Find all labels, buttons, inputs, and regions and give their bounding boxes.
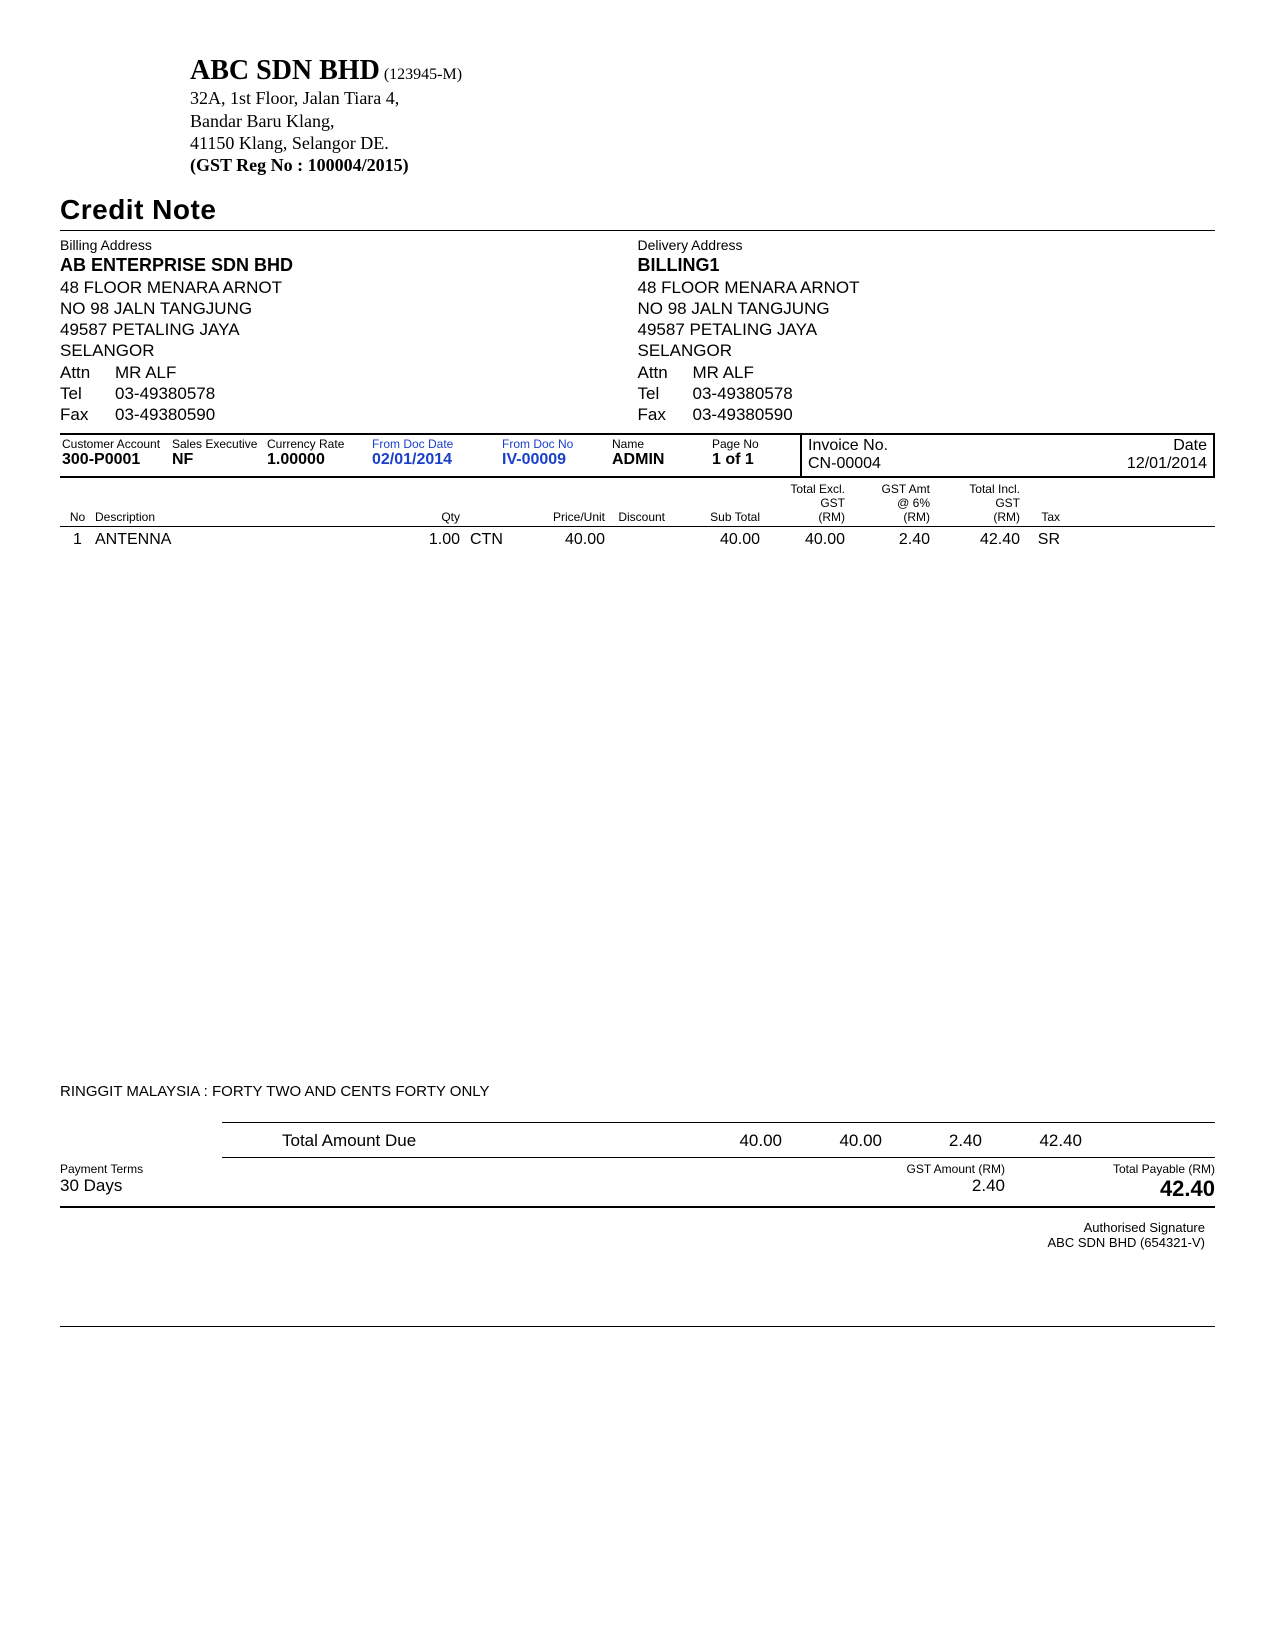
page-label: Page No	[712, 437, 794, 451]
address-section: Billing Address AB ENTERPRISE SDN BHD 48…	[60, 237, 1215, 426]
bottom-divider	[60, 1326, 1215, 1327]
billing-line2: NO 98 JALN TANGJUNG	[60, 298, 638, 319]
date-label: Date	[1127, 437, 1207, 455]
company-address-2: Bandar Baru Klang,	[190, 110, 1215, 133]
item-sub: 40.00	[665, 531, 760, 549]
billing-line1: 48 FLOOR MENARA ARNOT	[60, 277, 638, 298]
billing-tel: 03-49380578	[115, 383, 215, 404]
billing-label: Billing Address	[60, 237, 638, 255]
tel-label: Tel	[60, 383, 115, 404]
hdr-tax: Tax	[1020, 510, 1060, 524]
delivery-name: BILLING1	[638, 254, 1216, 277]
delivery-line2: NO 98 JALN TANGJUNG	[638, 298, 1216, 319]
totals-row: Total Amount Due 40.00 40.00 2.40 42.40	[222, 1122, 1215, 1158]
billing-line3: 49587 PETALING JAYA	[60, 319, 638, 340]
total-sub: 40.00	[522, 1131, 782, 1151]
hdr-desc: Description	[95, 510, 350, 524]
gst-reg-no: (GST Reg No : 100004/2015)	[190, 155, 1215, 176]
company-address-3: 41150 Klang, Selangor DE.	[190, 132, 1215, 155]
item-price: 40.00	[515, 531, 605, 549]
gst-amt-label: GST Amount (RM)	[805, 1162, 1005, 1176]
name: ADMIN	[612, 451, 704, 469]
item-qty: 1.00	[350, 531, 460, 549]
terms: 30 Days	[60, 1176, 805, 1196]
hdr-sub: Sub Total	[665, 510, 760, 524]
attn-label: Attn	[638, 362, 693, 383]
delivery-line4: SELANGOR	[638, 340, 1216, 361]
from-date: 02/01/2014	[372, 451, 494, 469]
sales-exec: NF	[172, 451, 259, 469]
fax-label: Fax	[60, 404, 115, 425]
company-address-1: 32A, 1st Floor, Jalan Tiara 4,	[190, 87, 1215, 110]
cust-acc-label: Customer Account	[62, 437, 164, 451]
item-gst: 2.40	[845, 531, 930, 549]
item-disc	[605, 531, 665, 549]
delivery-tel: 03-49380578	[693, 383, 793, 404]
inv-date: 12/01/2014	[1127, 455, 1207, 473]
delivery-line3: 49587 PETALING JAYA	[638, 319, 1216, 340]
billing-address: Billing Address AB ENTERPRISE SDN BHD 48…	[60, 237, 638, 426]
invoice-box: Invoice No. CN-00004 Date 12/01/2014	[800, 435, 1215, 476]
curr-rate-label: Currency Rate	[267, 437, 364, 451]
company-reg: (123945-M)	[384, 66, 462, 83]
total-gst: 2.40	[882, 1131, 982, 1151]
company-header: ABC SDN BHD (123945-M) 32A, 1st Floor, J…	[190, 55, 1215, 176]
from-no: IV-00009	[502, 451, 604, 469]
hdr-no: No	[60, 510, 95, 524]
name-label: Name	[612, 437, 704, 451]
billing-name: AB ENTERPRISE SDN BHD	[60, 254, 638, 277]
hdr-disc: Discount	[605, 510, 665, 524]
divider	[60, 230, 1215, 231]
terms-label: Payment Terms	[60, 1162, 805, 1176]
meta-bar: Customer Account 300-P0001 Sales Executi…	[60, 433, 1215, 478]
delivery-label: Delivery Address	[638, 237, 1216, 255]
billing-line4: SELANGOR	[60, 340, 638, 361]
payable-label: Total Payable (RM)	[1005, 1162, 1215, 1176]
amount-in-words: RINGGIT MALAYSIA : FORTY TWO AND CENTS F…	[60, 1083, 1215, 1100]
total-incl: 42.40	[982, 1131, 1082, 1151]
total-excl: 40.00	[782, 1131, 882, 1151]
items-header: No Description Qty Price/Unit Discount S…	[60, 478, 1215, 527]
item-desc: ANTENNA	[95, 531, 350, 549]
hdr-gst: GST Amt @ 6% (RM)	[845, 482, 930, 524]
company-name: ABC SDN BHD	[190, 55, 380, 86]
delivery-attn: MR ALF	[693, 362, 754, 383]
tel-label: Tel	[638, 383, 693, 404]
item-no: 1	[60, 531, 95, 549]
signature-block: Authorised Signature ABC SDN BHD (654321…	[60, 1220, 1215, 1250]
inv-no: CN-00004	[808, 455, 888, 473]
gst-amt: 2.40	[805, 1176, 1005, 1196]
attn-label: Attn	[60, 362, 115, 383]
delivery-fax: 03-49380590	[693, 404, 793, 425]
total-label: Total Amount Due	[222, 1131, 522, 1151]
hdr-price: Price/Unit	[515, 510, 605, 524]
curr-rate: 1.00000	[267, 451, 364, 469]
billing-attn: MR ALF	[115, 362, 176, 383]
billing-fax: 03-49380590	[115, 404, 215, 425]
cust-acc: 300-P0001	[62, 451, 164, 469]
item-tax: SR	[1020, 531, 1060, 549]
item-row: 1 ANTENNA 1.00 CTN 40.00 40.00 40.00 2.4…	[60, 527, 1215, 553]
sales-exec-label: Sales Executive	[172, 437, 259, 451]
item-incl: 42.40	[930, 531, 1020, 549]
hdr-excl: Total Excl. GST (RM)	[760, 482, 845, 524]
delivery-address: Delivery Address BILLING1 48 FLOOR MENAR…	[638, 237, 1216, 426]
document-title: Credit Note	[60, 194, 1215, 226]
inv-label: Invoice No.	[808, 437, 888, 455]
footer-bar: Payment Terms 30 Days GST Amount (RM) 2.…	[60, 1158, 1215, 1208]
signature-line2: ABC SDN BHD (654321-V)	[60, 1235, 1205, 1250]
hdr-qty: Qty	[350, 510, 460, 524]
from-no-label: From Doc No	[502, 437, 604, 451]
signature-line1: Authorised Signature	[60, 1220, 1205, 1235]
page: 1 of 1	[712, 451, 794, 469]
item-uom: CTN	[460, 531, 515, 549]
payable: 42.40	[1005, 1176, 1215, 1202]
from-date-label: From Doc Date	[372, 437, 494, 451]
hdr-incl: Total Incl. GST (RM)	[930, 482, 1020, 524]
delivery-line1: 48 FLOOR MENARA ARNOT	[638, 277, 1216, 298]
item-excl: 40.00	[760, 531, 845, 549]
fax-label: Fax	[638, 404, 693, 425]
